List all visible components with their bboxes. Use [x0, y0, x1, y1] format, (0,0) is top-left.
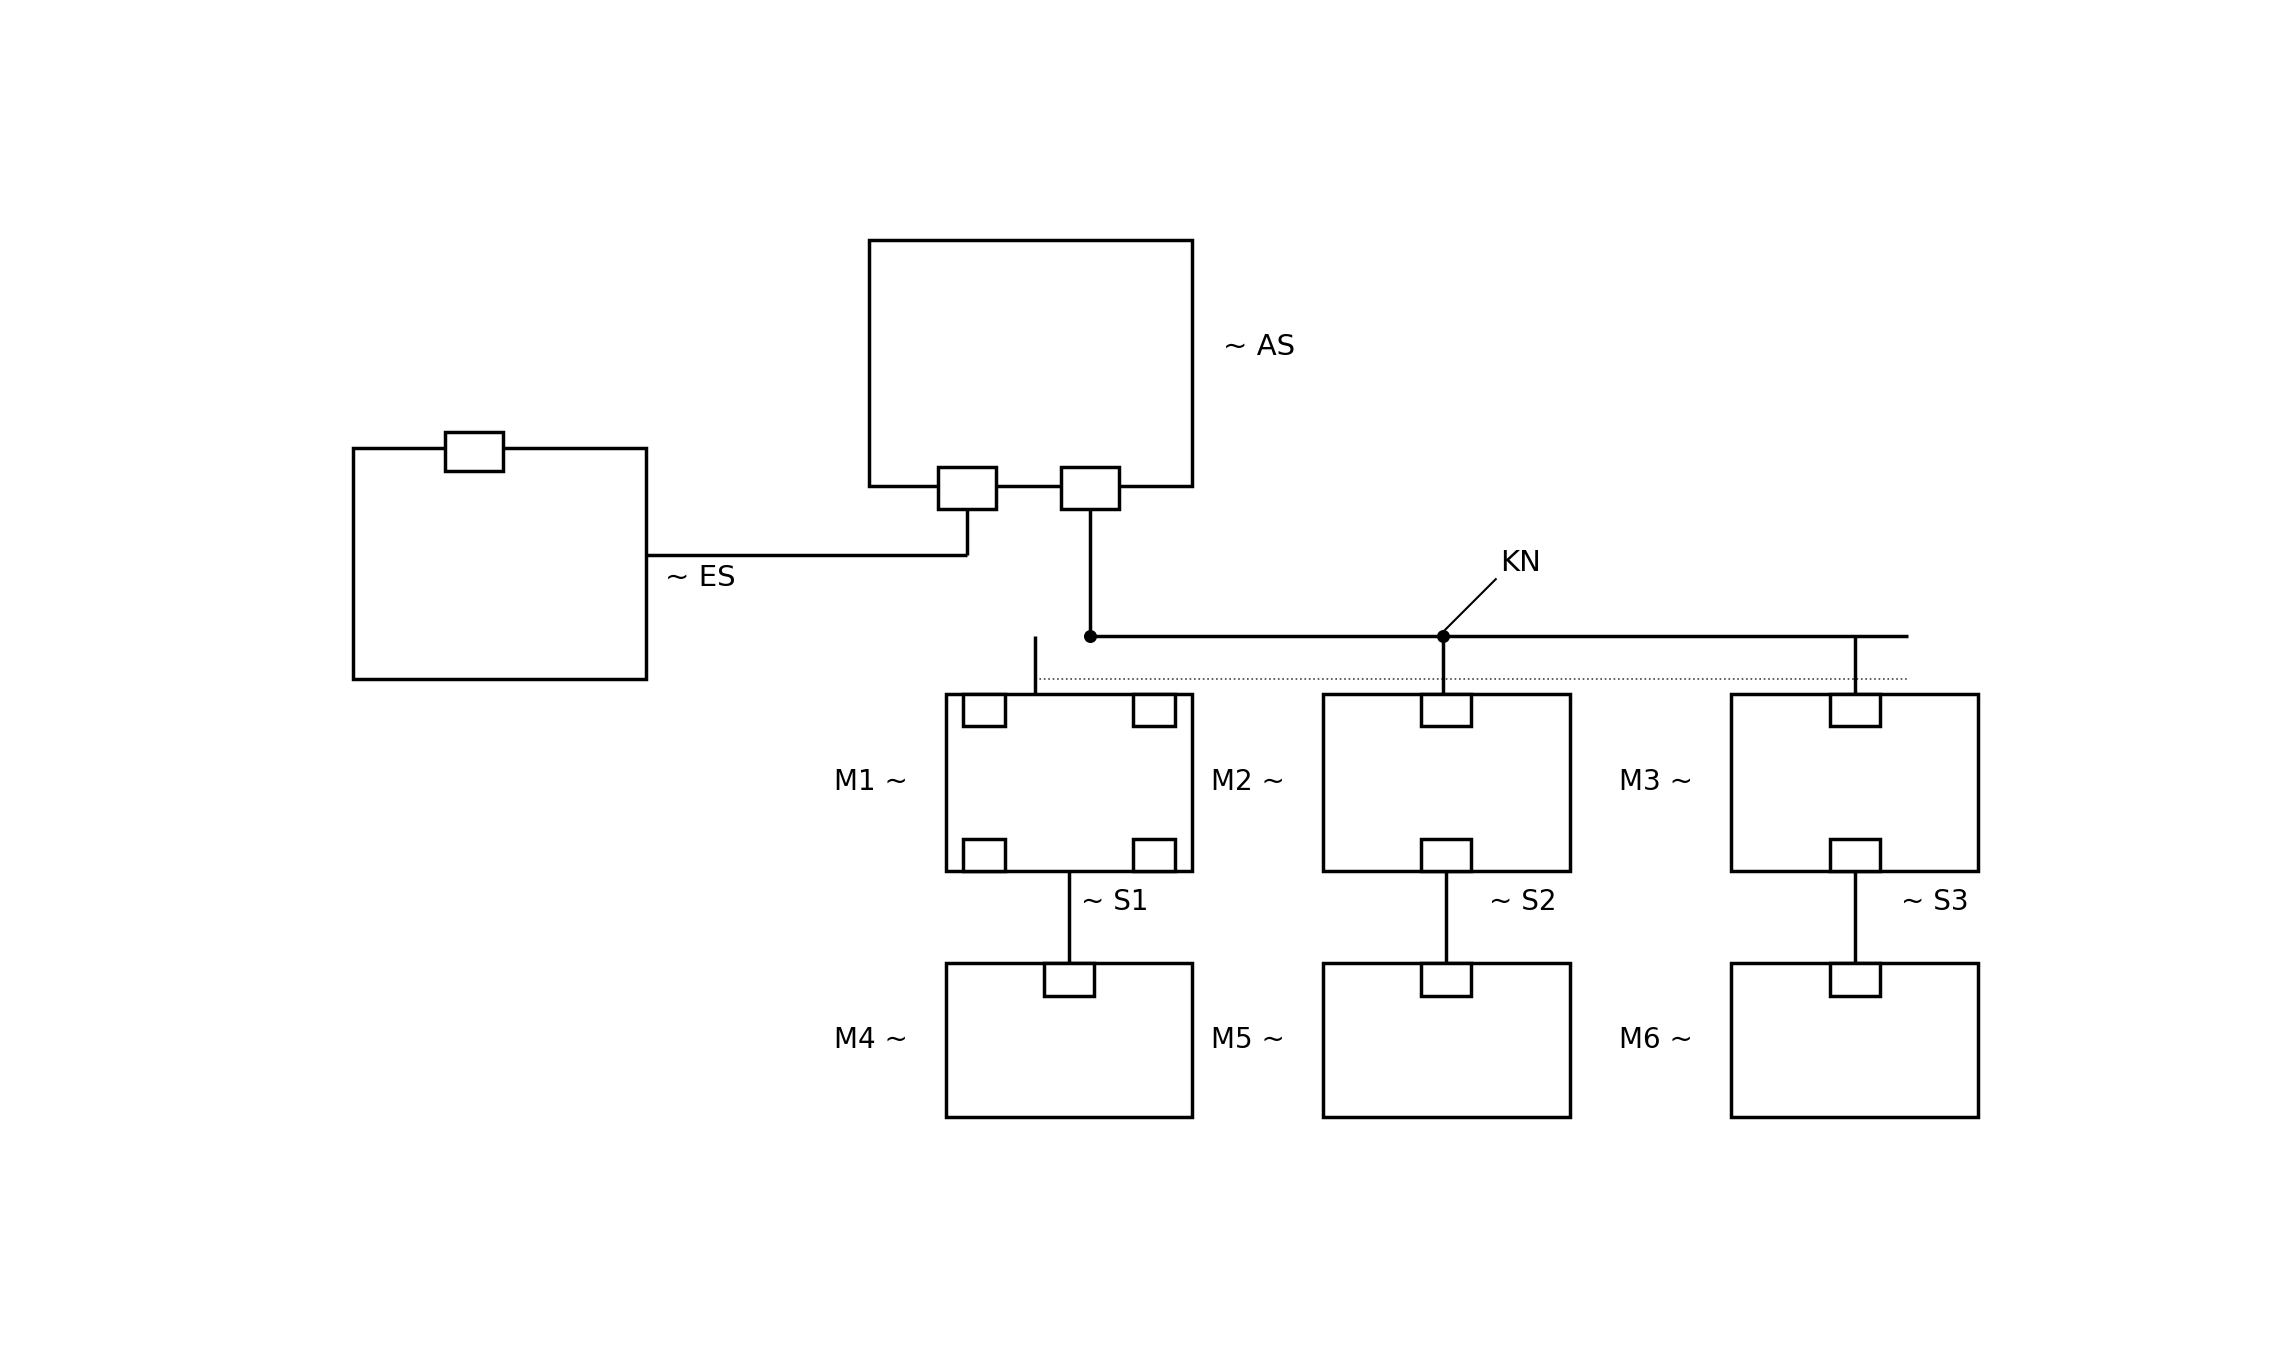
Bar — [1829, 963, 1879, 996]
Bar — [937, 466, 997, 509]
Bar — [946, 694, 1193, 871]
Bar — [962, 839, 1006, 871]
Text: ~ ES: ~ ES — [665, 565, 736, 592]
Text: M4 ~: M4 ~ — [834, 1026, 908, 1055]
Bar — [1324, 963, 1570, 1118]
Text: ~ S2: ~ S2 — [1488, 888, 1557, 915]
Point — [1424, 625, 1461, 647]
Bar — [962, 694, 1006, 726]
Text: M3 ~: M3 ~ — [1618, 769, 1694, 796]
Text: M6 ~: M6 ~ — [1618, 1026, 1694, 1055]
Bar — [1829, 694, 1879, 726]
Bar — [869, 239, 1193, 486]
Bar — [1731, 963, 1977, 1118]
Bar — [1134, 694, 1175, 726]
Point — [1072, 625, 1109, 647]
Text: ~ S3: ~ S3 — [1900, 888, 1968, 915]
Bar — [352, 447, 645, 679]
Bar — [1061, 466, 1120, 509]
Bar — [446, 432, 503, 471]
Text: KN: KN — [1500, 549, 1541, 577]
Bar — [1134, 839, 1175, 871]
Text: M2 ~: M2 ~ — [1212, 769, 1285, 796]
Bar — [1324, 694, 1570, 871]
Bar — [1422, 839, 1472, 871]
Text: M1 ~: M1 ~ — [834, 769, 908, 796]
Bar — [1422, 694, 1472, 726]
Text: ~ AS: ~ AS — [1223, 334, 1296, 361]
Bar — [946, 963, 1193, 1118]
Text: ~ S1: ~ S1 — [1081, 888, 1148, 915]
Text: M5 ~: M5 ~ — [1212, 1026, 1285, 1055]
Bar — [1731, 694, 1977, 871]
Bar — [1829, 839, 1879, 871]
Bar — [1045, 963, 1095, 996]
Bar — [1422, 963, 1472, 996]
